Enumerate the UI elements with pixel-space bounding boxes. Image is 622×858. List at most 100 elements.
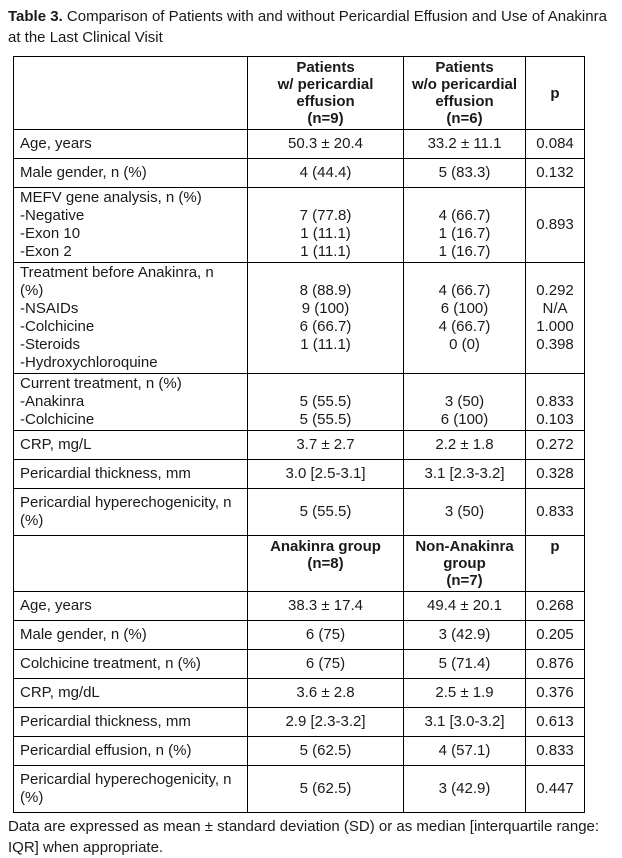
- value-cell: 2.5 ± 1.9: [403, 678, 526, 708]
- value-line: 5 (55.5): [299, 393, 352, 410]
- value-cell: 4 (44.4): [247, 158, 404, 188]
- value-line: [250, 375, 401, 393]
- row-label-line: -Colchicine: [20, 318, 95, 335]
- comparison-table: Patients w/ pericardial effusion (n=9) P…: [13, 56, 585, 813]
- row-label-cell: Colchicine treatment, n (%): [13, 649, 248, 679]
- p-value-line: 0.103: [536, 411, 574, 428]
- row-label-cell: Pericardial thickness, mm: [13, 707, 248, 737]
- table-caption-label: Table 3.: [8, 8, 63, 25]
- row-label-line: -Exon 2: [20, 243, 72, 260]
- header-line: group: [443, 555, 486, 572]
- value-cell: 33.2 ± 11.1: [403, 129, 526, 159]
- header-line: (n=9): [307, 110, 344, 127]
- table-row-age: Age, years 50.3 ± 20.4 33.2 ± 11.1 0.084: [13, 129, 585, 159]
- value-line: 6 (66.7): [299, 318, 352, 335]
- header-line: Non-Anakinra: [415, 538, 514, 555]
- row-label-cell: Age, years: [13, 591, 248, 621]
- row-label-cell: MEFV gene analysis, n (%) -Negative -Exo…: [13, 187, 248, 263]
- row-label-cell: Pericardial hyperechogenicity, n (%): [13, 488, 248, 536]
- table-row-treatment-before-anakinra: Treatment before Anakinra, n (%) -NSAIDs…: [13, 262, 585, 374]
- value-line: 1 (11.1): [300, 336, 351, 353]
- p-value-cell: 0.084: [525, 129, 585, 159]
- table-footnote: Data are expressed as mean ± standard de…: [8, 818, 600, 856]
- value-cell: 49.4 ± 20.1: [403, 591, 526, 621]
- value-line: [250, 264, 401, 282]
- value-line: 6 (100): [440, 411, 489, 428]
- value-cell: 5 (55.5) 5 (55.5): [247, 373, 404, 431]
- table-row-crp: CRP, mg/L 3.7 ± 2.7 2.2 ± 1.8 0.272: [13, 430, 585, 460]
- value-cell: 4 (57.1): [403, 736, 526, 766]
- value-line: [250, 189, 401, 207]
- header-line: (n=8): [307, 555, 344, 572]
- header-with-effusion-cell: Patients w/ pericardial effusion (n=9): [247, 56, 404, 130]
- p-value-cell: 0.833: [525, 736, 585, 766]
- value-cell: 3 (42.9): [403, 620, 526, 650]
- row-label-line: -Negative: [20, 207, 85, 224]
- row-label-cell: CRP, mg/dL: [13, 678, 248, 708]
- header-anakinra-group-cell: Anakinra group (n=8): [247, 535, 404, 592]
- row-label-line: -Steroids: [20, 336, 81, 353]
- table-row-male-gender: Male gender, n (%) 4 (44.4) 5 (83.3) 0.1…: [13, 158, 585, 188]
- p-value-cell: 0.447: [525, 765, 585, 813]
- p-value-cell: 0.833: [525, 488, 585, 536]
- value-cell: 3.0 [2.5-3.1]: [247, 459, 404, 489]
- value-line: 8 (88.9): [299, 282, 352, 299]
- value-cell: 3 (50): [403, 488, 526, 536]
- value-line: [406, 375, 523, 393]
- header-empty-cell: [13, 56, 248, 130]
- table-row-pericardial-thickness-2: Pericardial thickness, mm 2.9 [2.3-3.2] …: [13, 707, 585, 737]
- row-label-cell: Male gender, n (%): [13, 620, 248, 650]
- value-cell: 5 (62.5): [247, 736, 404, 766]
- value-line: 3 (50): [444, 393, 485, 410]
- header-line: Patients: [296, 59, 355, 76]
- value-cell: 3 (50) 6 (100): [403, 373, 526, 431]
- row-label-cell: Pericardial thickness, mm: [13, 459, 248, 489]
- p-value-line: [528, 264, 582, 282]
- value-cell: 3.7 ± 2.7: [247, 430, 404, 460]
- value-line: [406, 189, 523, 207]
- value-cell: 3.6 ± 2.8: [247, 678, 404, 708]
- p-value-cell: 0.268: [525, 591, 585, 621]
- table-row-crp-2: CRP, mg/dL 3.6 ± 2.8 2.5 ± 1.9 0.376: [13, 678, 585, 708]
- value-cell: 4 (66.7) 6 (100) 4 (66.7) 0 (0): [403, 262, 526, 374]
- value-cell: 3 (42.9): [403, 765, 526, 813]
- row-label-line: -Colchicine: [20, 411, 95, 428]
- row-label-line: -Exon 10: [20, 225, 81, 242]
- section2-header-row: Anakinra group (n=8) Non-Anakinra group …: [13, 535, 585, 592]
- header-non-anakinra-group-cell: Non-Anakinra group (n=7): [403, 535, 526, 592]
- value-cell: 2.9 [2.3-3.2]: [247, 707, 404, 737]
- header-line: (n=7): [446, 572, 483, 589]
- value-cell: 8 (88.9) 9 (100) 6 (66.7) 1 (11.1): [247, 262, 404, 374]
- row-label-line: MEFV gene analysis, n (%): [20, 189, 202, 206]
- section1-header-row: Patients w/ pericardial effusion (n=9) P…: [13, 56, 585, 130]
- row-label-line: -NSAIDs: [20, 300, 79, 317]
- table-row-male-gender-2: Male gender, n (%) 6 (75) 3 (42.9) 0.205: [13, 620, 585, 650]
- p-value-cell: 0.613: [525, 707, 585, 737]
- value-line: 4 (66.7): [438, 282, 491, 299]
- document-page: Table 3. Comparison of Patients with and…: [8, 6, 614, 858]
- row-label-cell: Pericardial hyperechogenicity, n (%): [13, 765, 248, 813]
- value-line: 1 (16.7): [438, 225, 491, 242]
- p-value-cell: 0.272: [525, 430, 585, 460]
- header-line: Patients: [435, 59, 494, 76]
- table-row-colchicine-treatment: Colchicine treatment, n (%) 6 (75) 5 (71…: [13, 649, 585, 679]
- header-line: w/ pericardial: [277, 76, 374, 93]
- value-line: [406, 264, 523, 282]
- value-line: 7 (77.8): [299, 207, 352, 224]
- value-line: 4 (66.7): [438, 207, 491, 224]
- row-label-cell: Pericardial effusion, n (%): [13, 736, 248, 766]
- table-caption: Table 3. Comparison of Patients with and…: [8, 6, 614, 48]
- table-row-pericardial-effusion: Pericardial effusion, n (%) 5 (62.5) 4 (…: [13, 736, 585, 766]
- header-p-cell: p: [525, 535, 585, 592]
- p-value-line: 1.000: [536, 318, 574, 335]
- value-line: 1 (16.7): [438, 243, 491, 260]
- p-value-cell: 0.328: [525, 459, 585, 489]
- value-line: 5 (55.5): [299, 411, 352, 428]
- value-cell: 50.3 ± 20.4: [247, 129, 404, 159]
- row-label-line: Treatment before Anakinra, n (%): [20, 264, 214, 299]
- row-label-line: -Anakinra: [20, 393, 85, 410]
- value-line: 6 (100): [440, 300, 489, 317]
- header-line: w/o pericardial: [411, 76, 518, 93]
- p-value-cell: 0.833 0.103: [525, 373, 585, 431]
- row-label-cell: Treatment before Anakinra, n (%) -NSAIDs…: [13, 262, 248, 374]
